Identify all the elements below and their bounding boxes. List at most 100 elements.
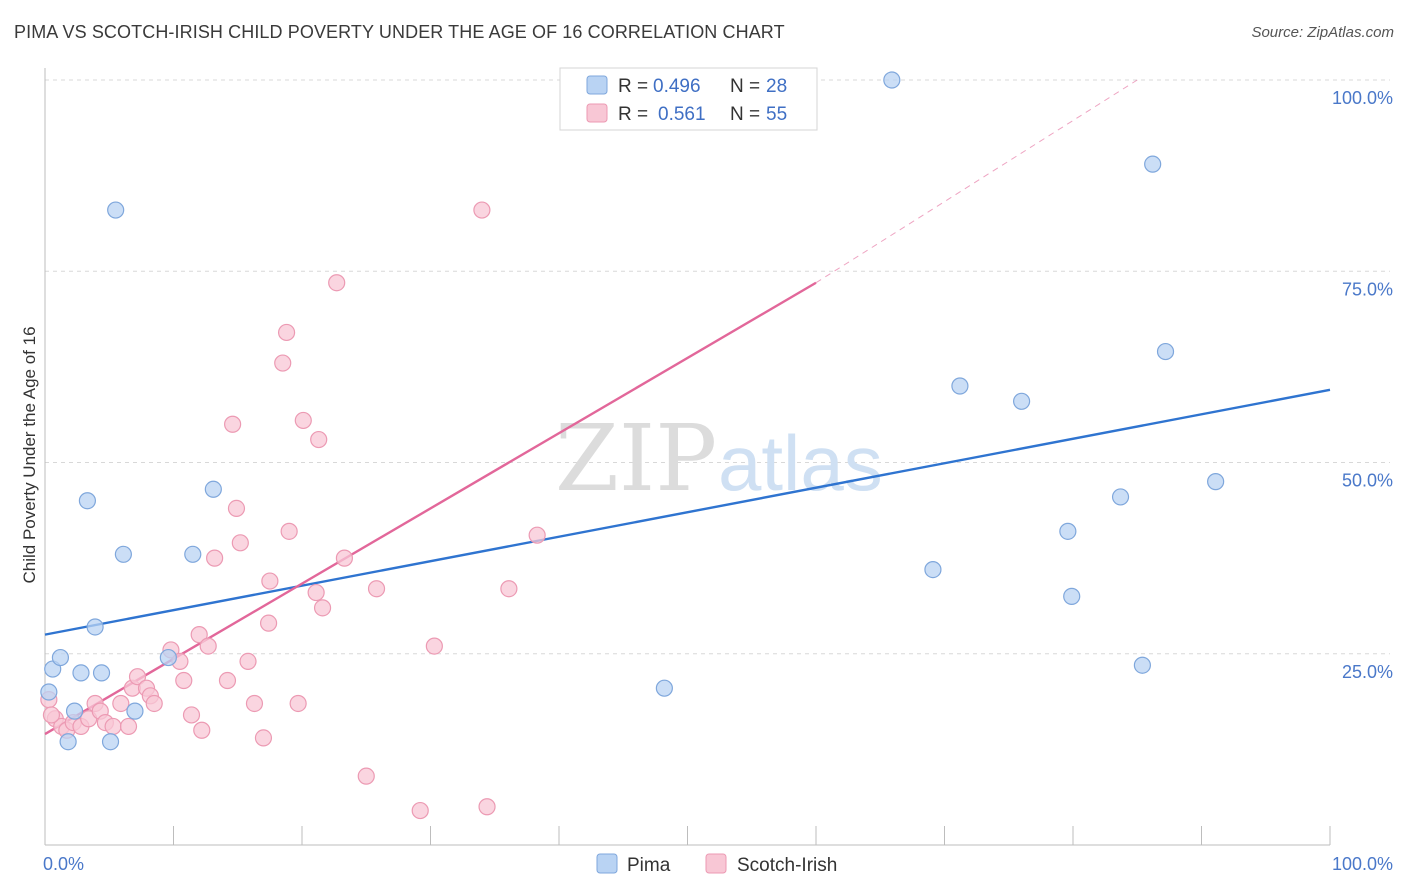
point-scotch-irish-48	[425, 637, 443, 655]
point-scotch-irish-52	[528, 526, 546, 544]
point-scotch-irish-27	[224, 415, 242, 433]
trend-line-pima	[44, 388, 1331, 636]
point-pima-20	[1012, 392, 1031, 410]
point-pima-7	[86, 618, 104, 636]
point-scotch-irish-39	[294, 411, 312, 430]
legend-swatch-scotch-irish	[586, 103, 608, 123]
point-scotch-irish-41	[310, 430, 328, 449]
point-pima-13	[159, 648, 177, 667]
series-legend: Pima Scotch-Irish	[596, 853, 837, 876]
point-scotch-irish-33	[259, 614, 278, 632]
point-scotch-irish-46	[367, 580, 386, 598]
legend-r-value-pima: 0.496	[653, 76, 701, 97]
point-pima-26	[1156, 342, 1175, 361]
x-tick-labels: 0.0% 100.0%	[43, 854, 1393, 874]
point-scotch-irish-11	[112, 694, 130, 713]
point-scotch-irish-28	[227, 499, 246, 517]
point-pima-2	[51, 648, 70, 667]
point-pima-19	[951, 377, 969, 395]
point-scotch-irish-32	[254, 729, 273, 747]
point-pima-10	[107, 201, 125, 219]
watermark-zip: ZIP	[555, 405, 717, 512]
point-pima-25	[1144, 155, 1162, 173]
point-pima-9	[101, 733, 120, 751]
point-pima-24	[1133, 656, 1151, 674]
point-scotch-irish-10	[104, 717, 122, 736]
point-scotch-irish-34	[261, 572, 279, 590]
data-points	[40, 71, 1225, 820]
point-scotch-irish-38	[289, 694, 307, 713]
point-pima-3	[59, 733, 77, 751]
point-pima-18	[924, 560, 942, 579]
bottom-legend-swatch-scotch-irish	[705, 853, 727, 874]
trend-line-extension-scotch-irish	[815, 79, 1138, 284]
y-tick-labels: 25.0% 50.0% 75.0% 100.0%	[1332, 88, 1393, 682]
point-pima-14	[184, 545, 202, 563]
point-scotch-irish-51	[500, 580, 518, 598]
source-label: Source: ZipAtlas.com	[1251, 24, 1394, 41]
point-scotch-irish-42	[313, 599, 332, 617]
point-scotch-irish-31	[245, 694, 264, 713]
point-scotch-irish-50	[478, 798, 496, 816]
point-pima-8	[92, 664, 111, 682]
point-scotch-irish-37	[280, 522, 298, 540]
legend-r-label-2: R =	[618, 104, 648, 125]
point-scotch-irish-25	[206, 549, 224, 567]
grid	[45, 79, 1390, 655]
point-scotch-irish-24	[199, 637, 217, 655]
bottom-legend-swatch-pima	[596, 853, 618, 874]
watermark: ZIP atlas	[555, 405, 883, 512]
legend-n-label-1: N =	[730, 76, 760, 97]
point-pima-16	[655, 679, 673, 697]
point-scotch-irish-30	[239, 652, 257, 671]
legend-r-label-1: R =	[618, 76, 648, 97]
point-scotch-irish-14	[128, 668, 147, 686]
y-tick-label-75: 75.0%	[1342, 279, 1393, 299]
point-pima-15	[204, 480, 222, 498]
legend-n-value-scotch-irish: 55	[766, 104, 787, 125]
x-tick-label-min: 0.0%	[43, 854, 84, 874]
y-tick-label-100: 100.0%	[1332, 88, 1393, 108]
point-pima-21	[1059, 522, 1077, 540]
point-scotch-irish-35	[274, 354, 292, 372]
watermark-atlas: atlas	[718, 419, 883, 507]
point-pima-0	[40, 683, 58, 701]
legend-r-value-scotch-irish: 0.561	[658, 104, 706, 125]
point-pima-22	[1063, 587, 1081, 605]
point-scotch-irish-36	[277, 323, 296, 342]
legend-n-label-2: N =	[730, 104, 760, 125]
y-tick-label-50: 50.0%	[1342, 471, 1393, 491]
point-scotch-irish-44	[335, 549, 354, 567]
point-pima-27	[1207, 473, 1225, 491]
point-pima-11	[114, 545, 132, 563]
stats-legend: R = 0.496 N = 28 R = 0.561 N = 55	[559, 67, 818, 131]
point-pima-23	[1111, 488, 1130, 506]
point-scotch-irish-49	[473, 201, 491, 219]
point-pima-5	[72, 664, 90, 682]
legend-n-value-pima: 28	[766, 76, 787, 97]
point-scotch-irish-21	[182, 706, 201, 724]
point-scotch-irish-43	[328, 274, 346, 292]
point-scotch-irish-20	[175, 671, 193, 690]
bottom-legend-label-pima: Pima	[627, 855, 671, 876]
point-pima-6	[78, 492, 97, 510]
chart-title: PIMA VS SCOTCH-IRISH CHILD POVERTY UNDER…	[14, 22, 785, 42]
legend-swatch-pima	[586, 75, 608, 95]
y-tick-label-25: 25.0%	[1342, 662, 1393, 682]
x-tick-label-max: 100.0%	[1332, 854, 1393, 874]
point-pima-12	[126, 702, 144, 720]
point-scotch-irish-17	[145, 694, 163, 713]
point-pima-4	[65, 702, 84, 720]
point-scotch-irish-40	[307, 583, 325, 602]
point-scotch-irish-45	[357, 767, 375, 785]
point-scotch-irish-29	[231, 534, 249, 552]
point-scotch-irish-12	[119, 717, 138, 736]
point-scotch-irish-22	[190, 626, 208, 644]
point-scotch-irish-54	[42, 706, 61, 724]
point-scotch-irish-26	[218, 671, 237, 690]
point-scotch-irish-23	[193, 721, 211, 739]
bottom-legend-label-scotch-irish: Scotch-Irish	[737, 855, 837, 876]
point-scotch-irish-47	[411, 801, 429, 820]
point-pima-17	[883, 71, 901, 89]
